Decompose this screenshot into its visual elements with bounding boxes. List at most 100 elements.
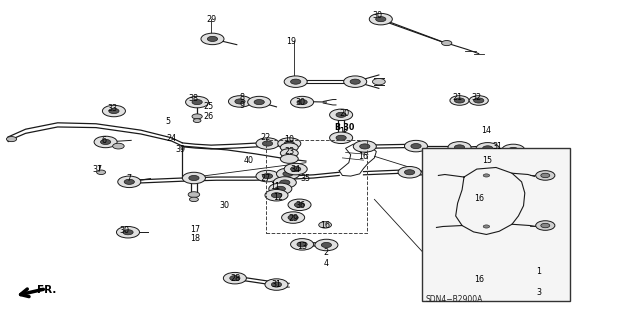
Text: 2: 2: [324, 248, 329, 257]
Circle shape: [223, 272, 246, 284]
Circle shape: [503, 164, 526, 175]
Text: 6: 6: [101, 136, 106, 145]
Circle shape: [276, 168, 300, 180]
Circle shape: [541, 223, 550, 228]
Circle shape: [192, 100, 202, 105]
Circle shape: [118, 176, 141, 188]
Text: 28: 28: [230, 274, 241, 283]
Circle shape: [256, 170, 279, 182]
Text: 40: 40: [243, 156, 253, 165]
Circle shape: [280, 180, 290, 185]
Text: 23: 23: [284, 147, 294, 156]
Circle shape: [124, 179, 134, 184]
Text: 19: 19: [286, 37, 296, 46]
Circle shape: [297, 100, 307, 105]
Circle shape: [483, 174, 490, 177]
Circle shape: [271, 193, 282, 198]
Circle shape: [116, 226, 140, 238]
Circle shape: [284, 76, 307, 87]
Circle shape: [269, 183, 292, 195]
Circle shape: [102, 105, 125, 117]
Circle shape: [193, 119, 201, 122]
Circle shape: [280, 149, 298, 158]
Text: 9: 9: [239, 101, 244, 110]
Circle shape: [265, 279, 288, 290]
Circle shape: [288, 199, 311, 211]
Circle shape: [360, 144, 370, 149]
Circle shape: [508, 147, 518, 152]
Circle shape: [350, 79, 360, 84]
Text: 25: 25: [203, 102, 213, 111]
Circle shape: [291, 167, 301, 172]
Text: 22: 22: [260, 133, 271, 142]
Circle shape: [450, 96, 469, 105]
Text: 14: 14: [481, 126, 492, 135]
Circle shape: [94, 136, 117, 148]
Circle shape: [472, 219, 500, 234]
Circle shape: [472, 168, 500, 182]
Circle shape: [109, 108, 119, 114]
Circle shape: [484, 168, 495, 173]
Circle shape: [283, 171, 293, 176]
Circle shape: [478, 165, 501, 176]
Circle shape: [228, 96, 252, 107]
Circle shape: [291, 79, 301, 84]
Text: 27: 27: [260, 174, 271, 182]
Circle shape: [411, 144, 421, 149]
Circle shape: [278, 138, 301, 149]
Circle shape: [330, 132, 353, 144]
Text: 15: 15: [483, 156, 493, 165]
Circle shape: [480, 172, 493, 179]
Circle shape: [291, 96, 314, 108]
Circle shape: [451, 166, 474, 177]
Circle shape: [469, 96, 488, 105]
Text: 5: 5: [165, 117, 170, 126]
Text: 34: 34: [291, 165, 301, 174]
Circle shape: [457, 169, 467, 174]
Text: 26: 26: [203, 112, 213, 121]
Circle shape: [398, 167, 421, 178]
Circle shape: [315, 239, 338, 251]
Circle shape: [344, 76, 367, 87]
Circle shape: [262, 141, 273, 146]
Circle shape: [372, 78, 385, 85]
Circle shape: [336, 112, 346, 117]
Circle shape: [502, 144, 525, 156]
Text: 30: 30: [219, 201, 229, 210]
Circle shape: [454, 98, 465, 103]
Circle shape: [376, 17, 386, 22]
Circle shape: [319, 222, 332, 228]
Text: 7: 7: [127, 174, 132, 182]
Circle shape: [284, 163, 307, 175]
Circle shape: [509, 167, 520, 172]
Text: 39: 39: [175, 145, 186, 154]
Text: 38: 38: [188, 94, 198, 103]
Circle shape: [454, 145, 465, 150]
Circle shape: [448, 142, 471, 153]
Text: 16: 16: [474, 275, 484, 284]
Text: 16: 16: [474, 194, 484, 203]
Text: 29: 29: [288, 214, 298, 223]
Circle shape: [369, 13, 392, 25]
Text: 37: 37: [92, 165, 102, 174]
Circle shape: [273, 177, 296, 188]
Text: SDN4−B2900A: SDN4−B2900A: [426, 295, 483, 304]
Circle shape: [353, 141, 376, 152]
Circle shape: [100, 139, 111, 145]
Text: 13: 13: [297, 242, 307, 251]
Text: 36: 36: [296, 201, 306, 210]
Circle shape: [113, 143, 124, 149]
Text: 16: 16: [320, 221, 330, 230]
Text: 17: 17: [190, 225, 200, 234]
Text: 32: 32: [472, 93, 482, 102]
Text: 4: 4: [324, 259, 329, 268]
Circle shape: [294, 202, 305, 207]
Bar: [266, 140, 367, 233]
Circle shape: [336, 135, 346, 140]
Circle shape: [483, 225, 490, 228]
Circle shape: [256, 138, 279, 149]
Circle shape: [536, 221, 555, 230]
Circle shape: [321, 242, 332, 248]
Text: 31: 31: [493, 142, 503, 151]
Circle shape: [189, 197, 198, 202]
